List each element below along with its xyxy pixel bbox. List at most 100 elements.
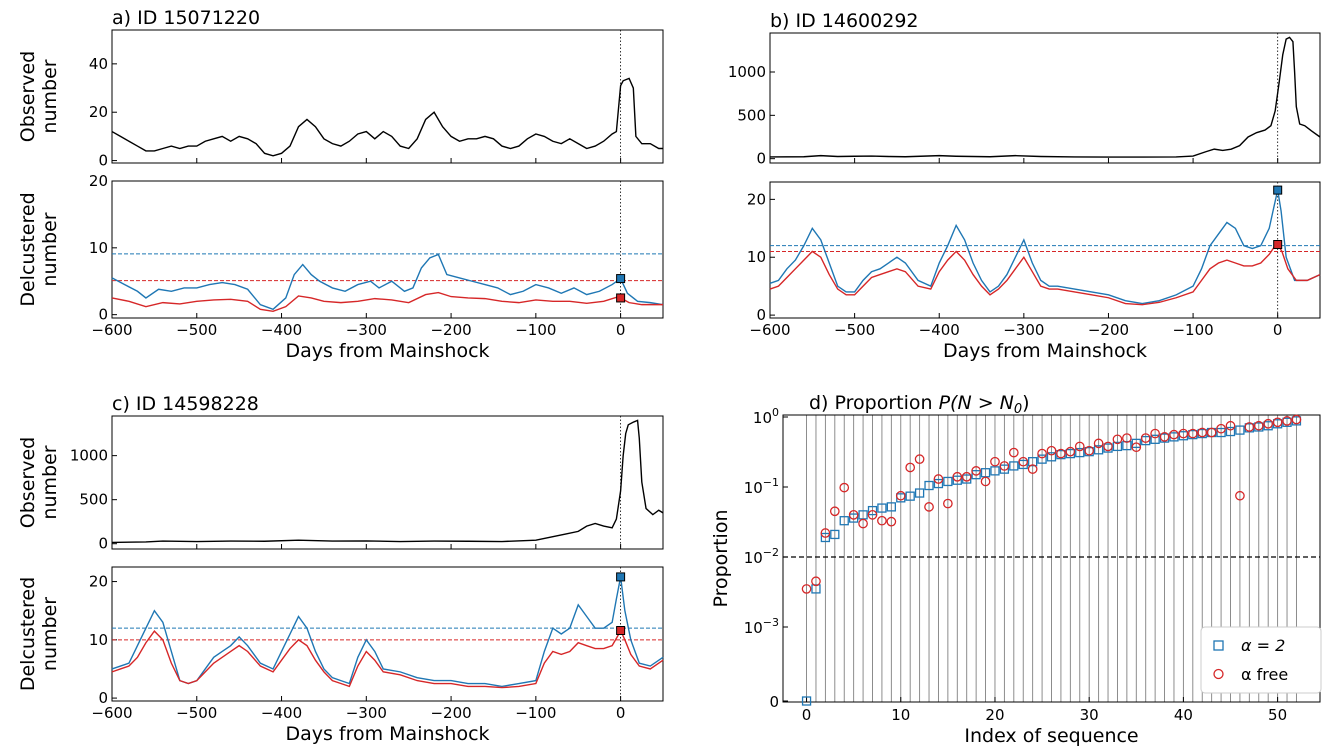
alphafree-point <box>867 510 878 520</box>
alphafree-point <box>1027 464 1038 474</box>
alphafree-series-line <box>769 243 1321 306</box>
alphafree-point <box>1225 420 1236 431</box>
alpha2-point <box>1225 426 1236 437</box>
declustered-y-tick-label: 0 <box>98 689 108 707</box>
alphafree-point <box>1008 447 1019 458</box>
y-tick-label: 0 <box>769 693 779 711</box>
alphafree-point <box>961 471 972 482</box>
x-tick-label: −500 <box>834 321 875 339</box>
y-tick-label: 10−1 <box>744 476 779 497</box>
x-tick-label: −200 <box>1088 321 1129 339</box>
alpha2-point <box>830 529 840 540</box>
declustered-y-tick-label: 20 <box>89 573 108 591</box>
panel-title: c) ID 14598228 <box>112 393 259 415</box>
observed-y-axis-label: number <box>39 59 61 133</box>
observed-y-tick-label: 1000 <box>728 63 766 81</box>
y-tick-label: 10−2 <box>744 546 779 567</box>
y-tick-base: 10 <box>744 549 763 567</box>
alphafree-point <box>1282 416 1292 426</box>
y-tick-label: 10−3 <box>744 616 779 637</box>
x-tick-label: 10 <box>891 706 910 724</box>
alphafree-point <box>886 516 897 527</box>
y-tick-exp: −2 <box>763 546 779 559</box>
legend-alphafree-label: α free <box>1241 665 1288 684</box>
x-tick-label: −400 <box>261 704 302 722</box>
panel-title-math: P(N > N <box>939 392 1014 414</box>
alpha2-point <box>914 488 925 498</box>
alpha2-mainshock-marker <box>616 572 626 582</box>
panel-title-sub: 0 <box>1014 402 1022 417</box>
observed-y-tick-label: 20 <box>89 103 108 121</box>
alphafree-point <box>914 454 925 464</box>
alpha2-point <box>801 696 812 706</box>
alpha2-point <box>905 491 915 501</box>
alphafree-series-line <box>111 291 663 313</box>
alpha2-point <box>1028 457 1038 467</box>
alpha2-point <box>1009 461 1019 471</box>
x-tick-label: −400 <box>919 321 960 339</box>
panel-title-text: d) Proportion <box>809 392 939 414</box>
alpha2-point <box>990 466 1000 476</box>
x-tick-label: −100 <box>1172 321 1213 339</box>
observed-y-tick-label: 500 <box>79 491 108 509</box>
alphafree-point <box>1206 427 1217 438</box>
alphafree-point <box>1046 445 1057 456</box>
y-axis-label: Proportion <box>710 509 732 607</box>
x-tick-label: 50 <box>1268 706 1287 724</box>
alphafree-point <box>1272 417 1283 428</box>
alpha2-point <box>1075 447 1085 458</box>
x-tick-label: −200 <box>430 704 471 722</box>
x-tick-label: −200 <box>430 321 471 339</box>
x-axis-label: Days from Mainshock <box>285 723 489 745</box>
alphafree-point <box>1122 433 1132 443</box>
alphafree-point <box>1093 438 1104 449</box>
alpha2-point <box>1093 445 1104 455</box>
x-tick-label: 0 <box>616 321 626 339</box>
panel-title: d) Proportion P(N > N0) <box>809 392 1030 417</box>
alphafree-point <box>1197 427 1208 438</box>
alphafree-point <box>943 498 953 509</box>
alphafree-mainshock-marker <box>616 626 626 636</box>
alphafree-point <box>839 482 850 493</box>
alpha2-point <box>999 464 1010 474</box>
declustered-y-tick-label: 20 <box>89 172 108 190</box>
alpha2-point <box>924 480 934 491</box>
alpha2-point <box>867 505 878 516</box>
observed-axes-frame <box>111 29 664 164</box>
alphafree-point <box>990 456 1000 467</box>
alphafree-point <box>1074 441 1085 452</box>
declustered-y-axis-label: Delcustered <box>17 577 39 691</box>
alphafree-point <box>1056 448 1066 459</box>
observed-series-line <box>111 419 664 544</box>
alpha2-series-line <box>769 189 1321 305</box>
alphafree-point <box>952 471 963 482</box>
alpha2-point <box>877 503 887 513</box>
y-tick-base: 10 <box>744 479 763 497</box>
x-tick-label: 0 <box>616 704 626 722</box>
declustered-axes-frame <box>111 566 664 702</box>
alphafree-point <box>877 515 887 526</box>
alphafree-point <box>1178 428 1189 439</box>
alphafree-point <box>1150 428 1160 439</box>
x-tick-label: −500 <box>176 704 217 722</box>
x-tick-label: 20 <box>985 706 1004 724</box>
panel-b: b) ID 14600292 0 500 1000 0 10 20 −600 −500 −400 −… <box>728 10 1321 362</box>
declustered-axes-frame <box>769 181 1321 319</box>
alphafree-point <box>1018 456 1029 467</box>
observed-y-tick-label: 500 <box>737 106 766 124</box>
legend-alpha2-label: α = 2 <box>1241 636 1285 655</box>
alphafree-point <box>971 466 981 476</box>
panel-d: d) Proportion P(N > N0)010−310−210−11000… <box>710 392 1322 747</box>
x-tick-label: −500 <box>176 321 217 339</box>
x-tick-label: −100 <box>515 704 556 722</box>
x-tick-label: −600 <box>91 704 132 722</box>
observed-series-line <box>111 77 663 157</box>
alphafree-point <box>1253 420 1264 431</box>
alphafree-point <box>1169 429 1179 440</box>
alpha2-mainshock-marker <box>1273 185 1283 195</box>
alpha2-series-line <box>111 253 664 311</box>
alphafree-point <box>811 576 821 587</box>
x-axis-label: Index of sequence <box>964 725 1138 747</box>
alphafree-point <box>820 528 831 538</box>
